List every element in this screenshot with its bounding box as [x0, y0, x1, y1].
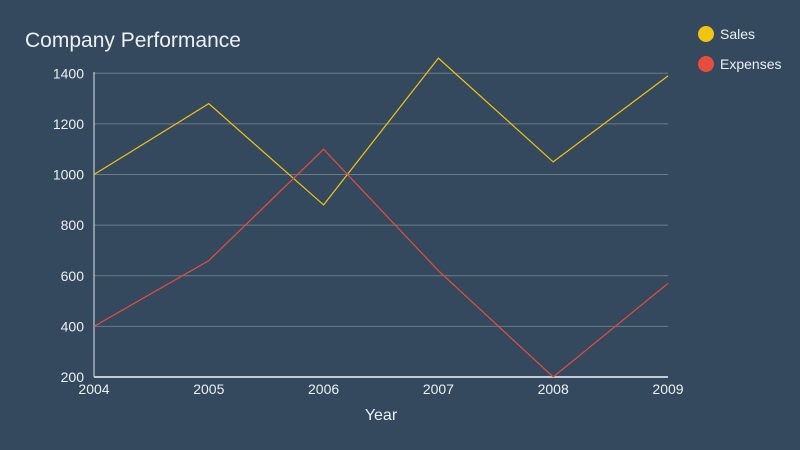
x-tick-label: 2006 — [308, 381, 339, 397]
legend[interactable]: Sales Expenses — [698, 26, 781, 72]
legend-item-expenses[interactable]: Expenses — [698, 56, 781, 72]
legend-item-sales[interactable]: Sales — [698, 26, 755, 42]
legend-label: Sales — [720, 26, 755, 42]
series-line-expenses — [93, 148, 669, 378]
y-tick-labels: 200 400 600 800 1000 1200 1400 — [53, 65, 84, 385]
x-tick-label: 2004 — [78, 381, 109, 397]
series-lines — [93, 57, 669, 378]
x-axis-label: Year — [365, 407, 398, 424]
y-tick-label: 1200 — [53, 116, 84, 132]
x-tick-label: 2007 — [423, 381, 454, 397]
x-tick-label: 2005 — [193, 381, 224, 397]
y-tick-label: 400 — [61, 318, 85, 334]
legend-marker — [698, 56, 714, 72]
x-tick-label: 2008 — [538, 381, 569, 397]
y-tick-label: 1400 — [53, 65, 84, 81]
y-tick-label: 1000 — [53, 167, 84, 183]
series-line-sales — [93, 57, 669, 206]
x-tick-label: 2009 — [652, 381, 683, 397]
y-tick-label: 600 — [61, 268, 85, 284]
y-tick-label: 800 — [61, 217, 85, 233]
axes — [93, 72, 668, 378]
grid-lines — [94, 72, 668, 327]
legend-label: Expenses — [720, 56, 781, 72]
x-tick-labels: 2004 2005 2006 2007 2008 2009 — [78, 381, 683, 397]
legend-marker — [698, 26, 714, 42]
y-tick-label: 200 — [61, 369, 85, 385]
chart-title: Company Performance — [25, 29, 241, 52]
